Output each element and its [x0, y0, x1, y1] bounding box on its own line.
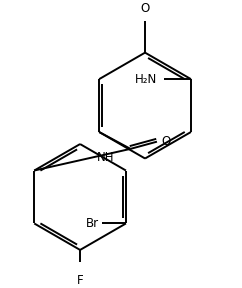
Text: O: O	[162, 135, 171, 148]
Text: Br: Br	[86, 217, 99, 230]
Text: F: F	[77, 274, 83, 287]
Text: NH: NH	[97, 151, 114, 164]
Text: O: O	[140, 2, 150, 15]
Text: H₂N: H₂N	[135, 73, 157, 86]
